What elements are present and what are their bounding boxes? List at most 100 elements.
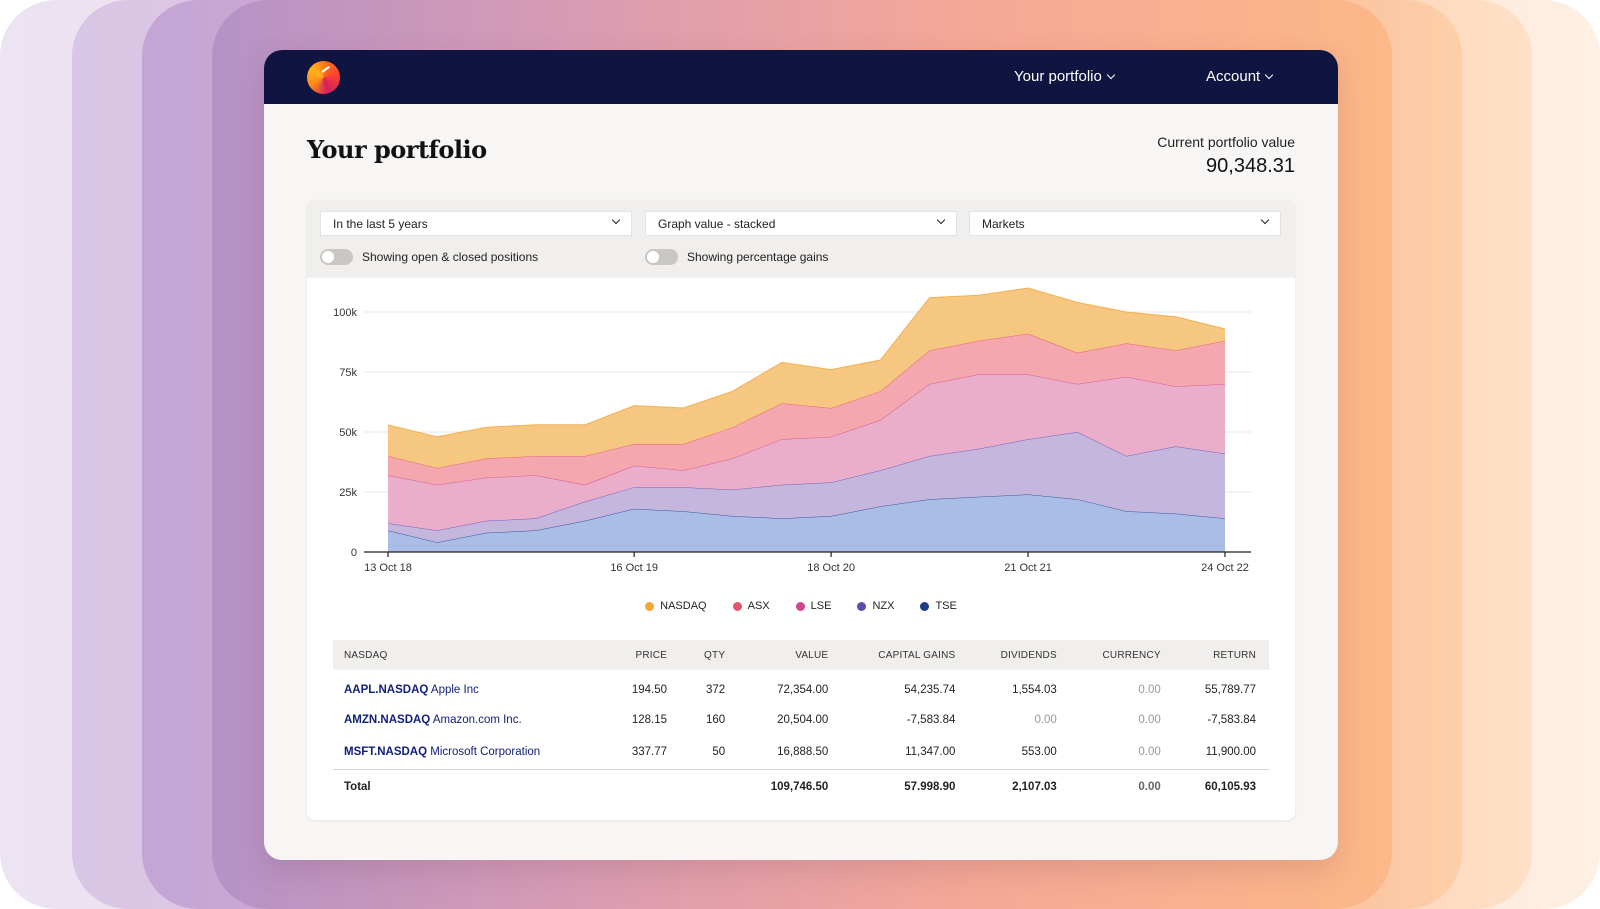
positions-toggle-row: Showing open & closed positions [320,249,538,265]
legend-item[interactable]: NASDAQ [645,600,707,612]
y-tick-label: 25k [339,487,357,499]
nav-portfolio-label: Your portfolio [1014,68,1102,85]
y-tick-label: 75k [339,367,357,379]
table-header-row: NASDAQ PRICE QTY VALUE CAPITAL GAINS DIV… [333,640,1269,670]
gains-toggle[interactable] [645,249,678,265]
period-select-value: In the last 5 years [333,217,428,231]
legend-item[interactable]: NZX [857,600,894,612]
area-lse [388,374,1225,531]
grouping-select-value: Markets [982,217,1025,231]
table-row[interactable]: AAPL.NASDAQ Apple Inc 194.50 372 72,354.00 5… [333,670,1269,703]
company-name-link[interactable]: Apple Inc [430,683,479,696]
legend-item[interactable]: LSE [795,600,832,612]
nav-account-label: Account [1206,68,1261,85]
value-cell: 20,504.00 [777,713,829,726]
legend-dot-icon [732,601,742,611]
price-cell: 128.15 [631,713,668,726]
legend-label: NASDAQ [660,600,707,612]
gains-cell: 54,235.74 [904,683,956,696]
legend-label: ASX [747,600,770,612]
return-cell: 11,900.00 [1205,746,1256,759]
table-row[interactable]: MSFT.NASDAQ Microsoft Corporation 337.77 5… [333,736,1269,769]
gains-toggle-row: Showing percentage gains [645,249,828,265]
qty-cell: 372 [706,683,726,696]
column-header[interactable]: NASDAQ [344,649,388,661]
series-line-nzx [387,431,1226,531]
total-dividends: 2,107.03 [968,768,1070,804]
currency-cell: 0.00 [1138,683,1161,696]
company-name-link[interactable]: Microsoft Corporation [430,746,541,759]
ticker-link[interactable]: AMZN.NASDAQ [344,713,431,726]
legend-dot-icon [795,601,805,611]
area-nasdaq [388,288,1225,468]
total-cell-empty [604,768,681,804]
x-tick-label: 24 Oct 22 [1201,562,1249,574]
portfolio-value-label: Current portfolio value [1157,134,1295,150]
ticker-link[interactable]: AAPL.NASDAQ [344,683,429,696]
column-header[interactable]: CURRENCY [1102,649,1161,661]
total-label: Total [333,768,605,804]
column-header[interactable]: CAPITAL GAINS [878,649,956,661]
filter-bar: In the last 5 years Graph value - stacke… [307,200,1295,278]
instrument-cell: AMZN.NASDAQ Amazon.com Inc. [333,703,605,736]
total-cell-empty [680,768,739,804]
portfolio-area-chart: 0 25k 50k 75k 100k 13 Oct 18 16 Oct 19 18 Oct 2… [333,287,1251,574]
graph-mode-select-value: Graph value - stacked [658,217,776,231]
positions-toggle[interactable] [320,249,353,265]
legend-label: TSE [935,600,957,612]
chart-legend: NASDAQ ASX LSE NZX TSE [307,600,1295,612]
series-line-nasdaq [387,287,1226,438]
currency-cell: 0.00 [1138,746,1161,759]
y-tick-label: 100k [333,307,357,319]
price-cell: 337.77 [631,746,668,759]
legend-item[interactable]: ASX [732,600,770,612]
dividends-cell: 553.00 [1021,746,1057,759]
legend-dot-icon [645,601,655,611]
instrument-cell: MSFT.NASDAQ Microsoft Corporation [333,736,605,769]
value-cell: 16,888.50 [777,746,829,759]
y-tick-label: 0 [351,547,357,559]
graph-mode-select[interactable]: Graph value - stacked [645,211,957,236]
return-cell: -7,583.84 [1207,713,1256,726]
gains-cell: 11,347.00 [905,746,956,759]
return-cell: 55,789.77 [1204,683,1256,696]
chevron-down-icon [1260,215,1270,225]
chevron-down-icon [1264,70,1274,79]
gains-toggle-label: Showing percentage gains [687,250,829,264]
chevron-down-icon [611,215,621,225]
period-select[interactable]: In the last 5 years [320,211,632,236]
total-gains: 57.998.90 [841,768,969,804]
table-total-row: Total 109,746.50 57.998.90 2,107.03 0.00… [333,768,1269,804]
legend-label: LSE [810,600,832,612]
company-name-link[interactable]: Amazon.com Inc. [432,713,522,726]
series-line-tse [387,493,1226,543]
positions-toggle-label: Showing open & closed positions [362,250,539,264]
nav-portfolio-menu[interactable]: Your portfolio [1014,68,1116,85]
instrument-cell: AAPL.NASDAQ Apple Inc [333,670,605,703]
area-asx [388,333,1225,485]
total-value: 109,746.50 [738,768,842,804]
column-header[interactable]: DIVIDENDS [1000,649,1057,661]
value-cell: 72,354.00 [777,683,829,696]
area-tse [388,494,1225,552]
grouping-select[interactable]: Markets [969,211,1281,236]
ticker-link[interactable]: MSFT.NASDAQ [344,746,428,759]
x-tick-label: 13 Oct 18 [364,562,412,574]
column-header[interactable]: PRICE [635,649,668,661]
logo-icon[interactable] [307,61,340,94]
y-tick-label: 50k [339,427,357,439]
nav-account-menu[interactable]: Account [1206,68,1274,85]
legend-item[interactable]: TSE [920,600,957,612]
legend-dot-icon [920,601,930,611]
holdings-table: NASDAQ PRICE QTY VALUE CAPITAL GAINS DIV… [333,640,1269,804]
x-tick-label: 21 Oct 21 [1004,562,1052,574]
currency-cell: 0.00 [1138,713,1161,726]
column-header[interactable]: QTY [704,649,726,661]
table-row[interactable]: AMZN.NASDAQ Amazon.com Inc. 128.15 160 20,5… [333,703,1269,736]
column-header[interactable]: VALUE [795,649,829,661]
portfolio-card: In the last 5 years Graph value - stacke… [307,200,1295,820]
column-header[interactable]: RETURN [1213,649,1256,661]
legend-dot-icon [857,601,867,611]
dividends-cell: 0.00 [1034,713,1057,726]
gains-cell: -7,583.84 [906,713,956,726]
